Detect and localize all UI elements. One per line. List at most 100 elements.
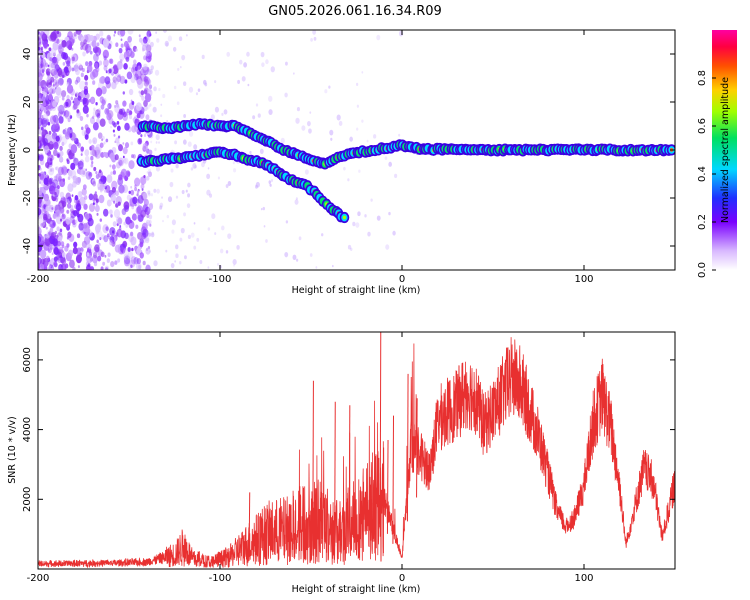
noise-speckle bbox=[108, 68, 112, 74]
noise-speckle bbox=[162, 219, 164, 223]
noise-speckle bbox=[61, 257, 67, 265]
noise-speckle bbox=[158, 87, 161, 92]
noise-speckle bbox=[84, 81, 87, 86]
noise-speckle bbox=[148, 219, 152, 225]
noise-speckle bbox=[48, 265, 52, 269]
noise-speckle bbox=[142, 192, 148, 200]
noise-speckle bbox=[147, 207, 151, 212]
noise-speckle bbox=[38, 224, 41, 231]
noise-speckle bbox=[56, 226, 60, 232]
noise-speckle bbox=[46, 76, 51, 83]
noise-speckle bbox=[96, 230, 103, 240]
noise-speckle bbox=[75, 203, 82, 212]
noise-speckle bbox=[107, 102, 112, 110]
noise-speckle bbox=[60, 111, 64, 116]
noise-speckle bbox=[86, 113, 89, 118]
noise-speckle bbox=[93, 261, 98, 267]
noise-speckle bbox=[102, 49, 109, 59]
noise-speckle bbox=[143, 105, 148, 112]
noise-speckle bbox=[119, 30, 126, 37]
noise-speckle bbox=[112, 170, 116, 175]
noise-speckle bbox=[173, 85, 177, 90]
noise-speckle bbox=[105, 267, 109, 270]
noise-speckle bbox=[102, 38, 110, 48]
noise-speckle bbox=[146, 213, 150, 219]
y-tick-label: 2000 bbox=[22, 487, 33, 512]
noise-speckle bbox=[149, 89, 152, 93]
noise-speckle bbox=[90, 150, 94, 156]
noise-speckle bbox=[112, 76, 118, 83]
noise-speckle bbox=[125, 56, 130, 62]
noise-speckle bbox=[84, 74, 89, 81]
noise-speckle bbox=[171, 219, 176, 226]
noise-speckle bbox=[58, 266, 62, 270]
noise-speckle bbox=[210, 114, 215, 121]
noise-speckle bbox=[166, 214, 170, 219]
noise-speckle bbox=[55, 173, 62, 182]
noise-speckle bbox=[116, 121, 120, 125]
noise-speckle bbox=[92, 180, 97, 187]
noise-speckle bbox=[118, 144, 123, 152]
noise-speckle bbox=[261, 62, 265, 68]
noise-speckle bbox=[293, 72, 295, 75]
noise-speckle bbox=[148, 214, 153, 220]
noise-speckle bbox=[126, 71, 133, 80]
noise-speckle bbox=[45, 110, 51, 117]
noise-speckle bbox=[125, 224, 129, 228]
noise-speckle bbox=[48, 167, 55, 176]
noise-speckle bbox=[105, 226, 109, 231]
noise-speckle bbox=[237, 79, 241, 84]
noise-speckle bbox=[294, 199, 299, 205]
noise-speckle bbox=[146, 200, 149, 204]
noise-speckle bbox=[122, 248, 130, 257]
noise-speckle bbox=[149, 133, 154, 139]
snr-spike bbox=[379, 332, 382, 529]
noise-speckle bbox=[197, 88, 201, 92]
x-tick-label: 100 bbox=[574, 274, 593, 285]
noise-speckle bbox=[364, 214, 367, 218]
snr-series bbox=[38, 332, 675, 569]
noise-speckle bbox=[47, 121, 51, 126]
noise-speckle bbox=[137, 65, 141, 71]
noise-speckle bbox=[321, 233, 324, 237]
noise-speckle bbox=[175, 253, 179, 259]
noise-speckle bbox=[110, 194, 117, 203]
noise-speckle bbox=[67, 169, 73, 177]
noise-speckle bbox=[155, 141, 158, 144]
noise-speckle bbox=[88, 98, 91, 103]
noise-speckle bbox=[142, 260, 146, 266]
noise-speckle bbox=[128, 110, 133, 116]
noise-speckle bbox=[233, 264, 235, 267]
noise-speckle bbox=[62, 110, 67, 116]
noise-speckle bbox=[183, 114, 187, 118]
colorbar-tick-label: 0.8 bbox=[697, 70, 708, 86]
noise-speckle bbox=[123, 221, 126, 226]
noise-speckle bbox=[147, 246, 151, 250]
noise-speckle bbox=[81, 129, 87, 137]
noise-speckle bbox=[147, 190, 151, 195]
noise-speckle bbox=[118, 47, 123, 54]
noise-speckle bbox=[39, 186, 43, 191]
noise-speckle bbox=[94, 204, 100, 213]
noise-speckle bbox=[309, 111, 312, 114]
noise-speckle bbox=[58, 104, 65, 115]
noise-speckle bbox=[114, 78, 119, 85]
noise-speckle bbox=[123, 62, 128, 70]
noise-speckle bbox=[94, 244, 100, 253]
noise-speckle bbox=[94, 191, 97, 195]
noise-speckle bbox=[115, 100, 119, 105]
noise-speckle bbox=[116, 216, 122, 225]
noise-speckle bbox=[165, 42, 169, 47]
noise-speckle bbox=[83, 39, 87, 45]
noise-speckle bbox=[136, 193, 139, 197]
noise-speckle bbox=[138, 264, 142, 270]
noise-speckle bbox=[162, 30, 167, 33]
noise-speckle bbox=[84, 195, 88, 200]
noise-speckle bbox=[141, 222, 148, 232]
noise-speckle bbox=[309, 253, 313, 257]
noise-speckle bbox=[111, 164, 116, 170]
noise-speckle bbox=[43, 145, 50, 154]
noise-speckle bbox=[85, 265, 92, 270]
noise-speckle bbox=[61, 40, 67, 48]
noise-speckle bbox=[134, 177, 141, 187]
